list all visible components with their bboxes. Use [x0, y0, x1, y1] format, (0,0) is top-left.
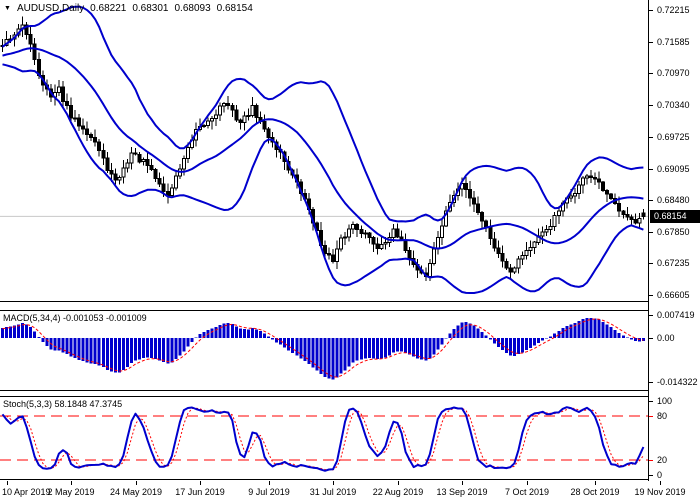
axis-tick-mark [649, 10, 653, 11]
macd-panel[interactable]: MACD(5,34,4) -0.001053 -0.001009 [0, 310, 648, 391]
time-tick-mark [71, 481, 72, 485]
axis-tick-label: 0.69095 [657, 164, 690, 174]
time-tick-mark [398, 481, 399, 485]
quote-close: 0.68154 [216, 3, 253, 14]
time-tick-mark [333, 481, 334, 485]
time-tick-label: 10 Apr 2019 [2, 487, 51, 497]
stoch-chart-svg [0, 406, 648, 472]
stoch-k-line [1, 406, 645, 472]
time-tick-label: 7 Oct 2019 [504, 487, 550, 497]
time-tick-mark [462, 481, 463, 485]
time-tick-mark [595, 481, 596, 485]
price-axis[interactable]: 0.72215 0.71585 0.70970 0.70340 0.69725 0.690… [648, 0, 700, 481]
axis-tick-mark [649, 42, 653, 43]
macd-label: MACD(5,34,4) -0.001053 -0.001009 [3, 313, 147, 323]
axis-tick-label: 0.69725 [657, 132, 690, 142]
time-tick-label: 19 Nov 2019 [634, 487, 686, 497]
axis-tick-mark [649, 200, 653, 201]
macd-chart-svg [1, 317, 645, 380]
current-price-badge: 0.68154 [650, 210, 700, 223]
axis-tick-mark [649, 315, 653, 316]
time-tick-label: 31 Jul 2019 [309, 487, 357, 497]
axis-tick-label: 20 [657, 455, 668, 465]
axis-tick-mark [649, 416, 653, 417]
time-tick-label: 13 Sep 2019 [436, 487, 488, 497]
axis-tick-mark [649, 401, 653, 402]
time-tick-mark [660, 481, 661, 485]
axis-tick-label: 0.71585 [657, 37, 690, 47]
bollinger-lower-line [2, 63, 644, 294]
quote-high: 0.68301 [132, 3, 169, 14]
symbol-dropdown-icon: ▼ [4, 4, 11, 12]
axis-tick-mark [649, 338, 653, 339]
bear-candles [24, 24, 646, 277]
time-tick-label: 9 Jul 2019 [248, 487, 290, 497]
axis-tick-mark [649, 105, 653, 106]
axis-tick-mark [649, 73, 653, 74]
axis-tick-label: 0.66605 [657, 290, 690, 300]
axis-tick-label: 0.00 [657, 333, 675, 343]
time-tick-mark [7, 481, 8, 485]
bollinger-middle-line [2, 47, 644, 250]
axis-tick-label: 0.67850 [657, 227, 690, 237]
time-axis[interactable]: 10 Apr 2019 2 May 2019 24 May 2019 17 Jun 2… [0, 481, 700, 500]
macd-signal-line [2, 318, 644, 378]
axis-tick-mark [649, 475, 653, 476]
axis-tick-label: 0.70970 [657, 68, 690, 78]
time-tick-label: 28 Oct 2019 [570, 487, 620, 497]
time-tick-label: 17 Jun 2019 [175, 487, 225, 497]
axis-tick-label: 0.72215 [657, 5, 690, 15]
axis-tick-label: 0.67235 [657, 258, 690, 268]
axis-tick-mark [649, 460, 653, 461]
time-tick-mark [136, 481, 137, 485]
time-tick-label: 22 Aug 2019 [372, 487, 424, 497]
axis-tick-label: 0.007419 [657, 310, 695, 320]
panel-divider[interactable] [0, 302, 648, 310]
time-tick-label: 2 May 2019 [47, 487, 95, 497]
axis-tick-label: -0.014322 [657, 377, 698, 387]
time-tick-mark [200, 481, 201, 485]
axis-tick-mark [649, 263, 653, 264]
axis-tick-mark [649, 382, 653, 383]
price-chart-svg [0, 5, 648, 294]
stoch-label: Stoch(5,3,3) 58.1848 47.3745 [3, 399, 123, 409]
axis-tick-mark [649, 169, 653, 170]
axis-tick-label: 0 [657, 470, 663, 480]
bollinger-upper-line [1, 5, 644, 223]
axis-tick-label: 0.70340 [657, 100, 690, 110]
axis-tick-mark [649, 232, 653, 233]
axis-tick-mark [649, 137, 653, 138]
chart-title: ▼ AUDUSD,Daily 0.68221 0.68301 0.68093 0… [4, 3, 253, 14]
axis-tick-mark [649, 295, 653, 296]
axis-tick-label: 0.68480 [657, 195, 690, 205]
stoch-d-line [2, 407, 644, 471]
axis-tick-label: 80 [657, 411, 668, 421]
symbol-timeframe-label: AUDUSD,Daily [16, 3, 85, 14]
quote-low: 0.68093 [174, 3, 211, 14]
time-tick-mark [527, 481, 528, 485]
quote-open: 0.68221 [90, 3, 127, 14]
price-panel[interactable]: ▼ AUDUSD,Daily 0.68221 0.68301 0.68093 0… [0, 0, 648, 302]
time-tick-label: 24 May 2019 [109, 487, 163, 497]
panel-divider[interactable] [0, 391, 648, 396]
time-tick-mark [269, 481, 270, 485]
axis-tick-label: 100 [657, 396, 673, 406]
stoch-panel[interactable]: Stoch(5,3,3) 58.1848 47.3745 [0, 396, 648, 480]
